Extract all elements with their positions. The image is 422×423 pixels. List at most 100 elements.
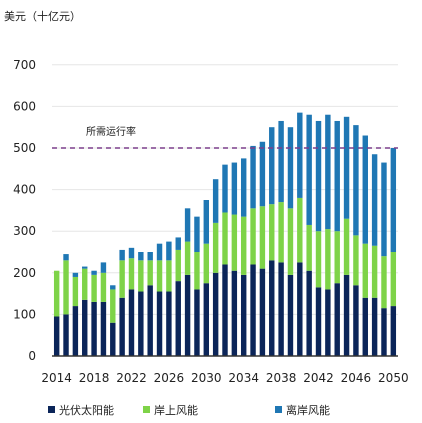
bar-segment-onshore: [325, 229, 331, 290]
bar-segment-solar: [53, 316, 60, 356]
bar-segment-offshore: [306, 114, 312, 225]
bar-segment-onshore: [343, 218, 350, 275]
bar-segment-offshore: [240, 158, 247, 217]
bar-segment-solar: [259, 268, 266, 356]
bar-segment-onshore: [100, 272, 107, 302]
bar-segment-onshore: [194, 252, 200, 290]
bar-segment-offshore: [315, 120, 322, 232]
bar-segment-offshore: [259, 141, 266, 207]
bar-segment-onshore: [138, 260, 144, 292]
x-tick-label: 2042: [303, 371, 334, 385]
bar-segment-offshore: [72, 272, 79, 277]
bar-segment-offshore: [119, 249, 125, 261]
bar-segment-solar: [156, 291, 163, 356]
bar-segment-offshore: [362, 135, 368, 244]
x-tick-label: 2018: [79, 371, 110, 385]
bar-segment-solar: [334, 283, 340, 356]
bar-segment-offshore: [269, 127, 275, 205]
bar-segment-offshore: [381, 162, 387, 257]
bar-segment-onshore: [53, 270, 60, 317]
bar-segment-offshore: [166, 241, 172, 261]
bar-segment-solar: [390, 306, 397, 356]
bar-segment-onshore: [231, 214, 238, 271]
bar-segment-offshore: [184, 208, 191, 242]
bar-segment-onshore: [110, 289, 116, 323]
bar-segment-offshore: [128, 247, 135, 259]
bar-segment-solar: [381, 308, 387, 356]
bar-segment-offshore: [63, 254, 69, 261]
bar-segment-offshore: [343, 116, 350, 219]
bar-segment-onshore: [166, 260, 172, 292]
bar-segment-offshore: [100, 262, 107, 273]
bar-segment-solar: [119, 297, 125, 356]
bar-segment-solar: [63, 314, 69, 356]
bar-segment-solar: [72, 306, 79, 356]
bar-segment-solar: [325, 289, 331, 356]
bar-segment-offshore: [231, 162, 238, 215]
bar-segment-solar: [175, 281, 181, 356]
y-axis-label: 美元（十亿元）: [4, 9, 81, 23]
bar-segment-onshore: [362, 243, 368, 298]
bar-segment-offshore: [325, 114, 331, 230]
bar-segment-solar: [203, 283, 210, 356]
legend-label: 岸上风能: [154, 403, 198, 417]
bar-segment-onshore: [147, 260, 153, 286]
bar-segment-offshore: [91, 270, 97, 275]
bar-segment-onshore: [278, 202, 284, 263]
bar-segment-solar: [147, 285, 153, 356]
bar-segment-offshore: [110, 285, 116, 290]
bar-segment-solar: [315, 287, 322, 356]
x-tick-label: 2014: [41, 371, 72, 385]
y-tick-label: 500: [13, 141, 36, 155]
bar-segment-offshore: [278, 120, 284, 203]
bar-segment-offshore: [82, 266, 88, 269]
bar-segment-solar: [231, 270, 238, 356]
reference-line-group: 所需运行率: [52, 125, 398, 149]
x-axis: 2014 2018 2022 2026 2030 2034 2038 2042 2046 2050: [41, 355, 409, 385]
bar-segment-offshore: [222, 164, 228, 213]
bar-segment-solar: [306, 270, 312, 356]
bar-segment-offshore: [390, 148, 397, 252]
bar-segment-solar: [128, 289, 135, 356]
bar-segment-onshore: [250, 208, 256, 265]
bar-segment-offshore: [287, 127, 294, 209]
bar-segment-solar: [110, 322, 116, 356]
x-tick-label: 2050: [378, 371, 409, 385]
bar-segment-solar: [184, 274, 191, 356]
legend-swatch: [275, 406, 282, 413]
x-tick-label: 2022: [116, 371, 147, 385]
bar-segment-solar: [240, 274, 247, 356]
y-tick-label: 700: [13, 58, 36, 72]
y-tick-label: 200: [13, 266, 36, 280]
bar-segment-onshore: [259, 206, 266, 269]
bar-segment-onshore: [156, 260, 163, 292]
bar-segment-solar: [222, 264, 228, 356]
bar-segment-onshore: [371, 245, 378, 298]
bar-segment-offshore: [138, 252, 144, 261]
legend: 光伏太阳能 岸上风能 离岸风能: [48, 403, 330, 417]
bar-segment-onshore: [269, 204, 275, 261]
y-tick-label: 300: [13, 224, 36, 238]
bar-segment-solar: [353, 285, 359, 356]
bar-segment-solar: [166, 291, 172, 356]
bar-segment-solar: [138, 291, 144, 356]
bar-segment-solar: [91, 301, 97, 356]
bar-segment-offshore: [250, 145, 256, 209]
bar-segment-solar: [297, 262, 303, 356]
bar-segment-onshore: [287, 208, 294, 275]
bar-segment-offshore: [203, 200, 210, 244]
bar-segment-solar: [287, 274, 294, 356]
bar-segment-onshore: [353, 235, 359, 286]
bar-segment-offshore: [156, 243, 163, 261]
bar-segment-offshore: [194, 216, 200, 252]
bar-segment-onshore: [128, 258, 135, 290]
bar-segment-onshore: [222, 212, 228, 265]
bar-segment-onshore: [297, 197, 303, 263]
reference-line-label: 所需运行率: [86, 125, 136, 138]
bar-segment-offshore: [334, 120, 340, 232]
x-tick-label: 2046: [341, 371, 372, 385]
bar-segment-onshore: [82, 268, 88, 300]
bar-segment-solar: [250, 264, 256, 356]
bar-segment-onshore: [63, 260, 69, 315]
